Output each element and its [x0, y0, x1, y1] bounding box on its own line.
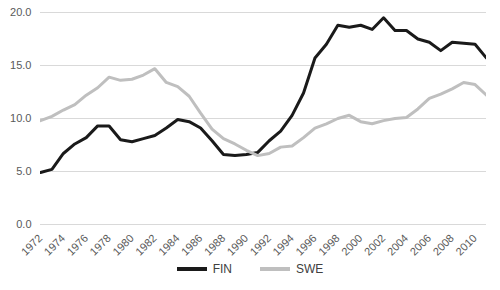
svg-text:1978: 1978: [87, 232, 113, 258]
svg-text:10.0: 10.0: [10, 112, 31, 124]
svg-text:1986: 1986: [179, 232, 205, 258]
svg-text:1988: 1988: [202, 232, 228, 258]
svg-text:2004: 2004: [385, 232, 411, 258]
svg-text:2002: 2002: [362, 232, 388, 258]
svg-text:15.0: 15.0: [10, 59, 31, 71]
svg-text:2000: 2000: [339, 232, 365, 258]
svg-text:1974: 1974: [41, 232, 67, 258]
svg-text:1992: 1992: [247, 232, 273, 258]
svg-text:1998: 1998: [316, 232, 342, 258]
svg-text:1972: 1972: [19, 232, 45, 258]
svg-text:1990: 1990: [224, 232, 250, 258]
svg-text:5.0: 5.0: [16, 165, 31, 177]
svg-text:1984: 1984: [156, 232, 182, 258]
svg-text:1976: 1976: [64, 232, 90, 258]
svg-text:2008: 2008: [430, 232, 456, 258]
svg-text:1982: 1982: [133, 232, 159, 258]
svg-text:20.0: 20.0: [10, 6, 31, 18]
svg-text:1994: 1994: [270, 232, 296, 258]
svg-text:2006: 2006: [407, 232, 433, 258]
html-text:SWE: SWE: [296, 262, 324, 276]
svg-text:1996: 1996: [293, 232, 319, 258]
svg-text:1980: 1980: [110, 232, 136, 258]
svg-text:2010: 2010: [453, 232, 479, 258]
html-text:FIN: FIN: [212, 262, 232, 276]
svg-text:0.0: 0.0: [16, 218, 31, 230]
